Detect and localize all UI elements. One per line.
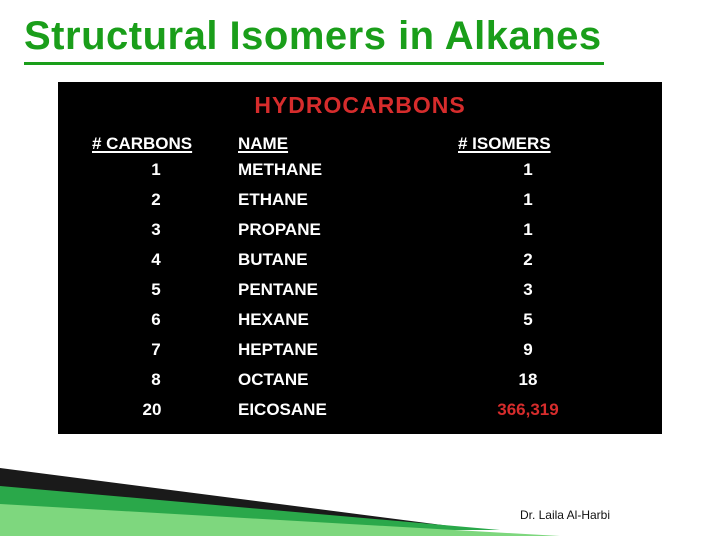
table-row: 2 ETHANE 1 xyxy=(58,190,662,220)
cell-carbons: 5 xyxy=(136,280,176,300)
cell-name: BUTANE xyxy=(238,250,308,270)
table-panel: HYDROCARBONS # CARBONS NAME # ISOMERS 1 M… xyxy=(58,82,662,434)
footer-credit: Dr. Laila Al-Harbi xyxy=(520,508,610,522)
cell-name: OCTANE xyxy=(238,370,309,390)
table-row: 6 HEXANE 5 xyxy=(58,310,662,340)
panel-title: HYDROCARBONS xyxy=(58,92,662,119)
slide: Structural Isomers in Alkanes HYDROCARBO… xyxy=(0,0,720,540)
cell-isomers: 18 xyxy=(488,370,568,390)
cell-carbons: 4 xyxy=(136,250,176,270)
col-header-carbons: # CARBONS xyxy=(92,134,192,154)
cell-carbons: 20 xyxy=(122,400,182,420)
cell-isomers: 2 xyxy=(488,250,568,270)
cell-carbons: 3 xyxy=(136,220,176,240)
cell-name: HEXANE xyxy=(238,310,309,330)
table-row: 7 HEPTANE 9 xyxy=(58,340,662,370)
cell-carbons: 6 xyxy=(136,310,176,330)
cell-isomers: 3 xyxy=(488,280,568,300)
cell-name: PENTANE xyxy=(238,280,318,300)
title-underline xyxy=(24,62,604,65)
cell-isomers: 5 xyxy=(488,310,568,330)
cell-isomers: 1 xyxy=(488,190,568,210)
col-header-isomers: # ISOMERS xyxy=(458,134,551,154)
table-row: 3 PROPANE 1 xyxy=(58,220,662,250)
cell-carbons: 1 xyxy=(136,160,176,180)
cell-name: EICOSANE xyxy=(238,400,327,420)
table-row: 4 BUTANE 2 xyxy=(58,250,662,280)
table-row: 8 OCTANE 18 xyxy=(58,370,662,400)
cell-isomers: 1 xyxy=(488,220,568,240)
cell-carbons: 8 xyxy=(136,370,176,390)
decorative-stripes xyxy=(0,468,720,538)
cell-isomers: 366,319 xyxy=(458,400,598,420)
cell-name: ETHANE xyxy=(238,190,308,210)
cell-carbons: 7 xyxy=(136,340,176,360)
cell-name: PROPANE xyxy=(238,220,321,240)
cell-isomers: 1 xyxy=(488,160,568,180)
cell-name: METHANE xyxy=(238,160,322,180)
cell-carbons: 2 xyxy=(136,190,176,210)
table-row: 1 METHANE 1 xyxy=(58,160,662,190)
cell-isomers: 9 xyxy=(488,340,568,360)
col-header-name: NAME xyxy=(238,134,288,154)
slide-title: Structural Isomers in Alkanes xyxy=(24,14,602,59)
table-row: 20 EICOSANE 366,319 xyxy=(58,400,662,430)
cell-name: HEPTANE xyxy=(238,340,318,360)
table-row: 5 PENTANE 3 xyxy=(58,280,662,310)
